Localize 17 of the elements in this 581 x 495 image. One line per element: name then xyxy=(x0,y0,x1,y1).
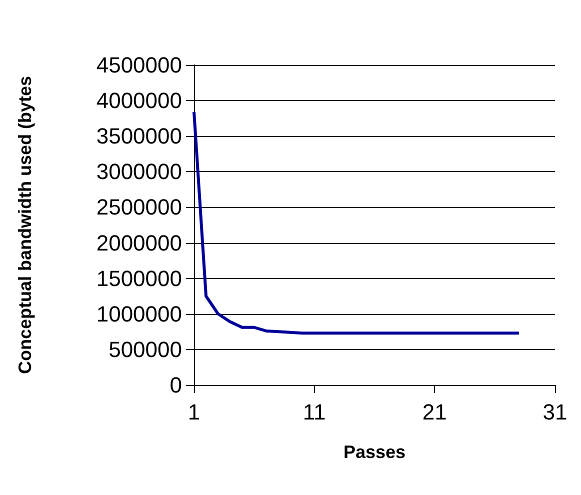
y-tick-label: 4500000 xyxy=(96,52,182,78)
y-tick-label: 3500000 xyxy=(96,124,182,149)
x-tick-label: 31 xyxy=(542,400,568,424)
x-axis-title: Passes xyxy=(343,442,406,462)
line-series xyxy=(192,110,520,335)
y-tick-label: 500000 xyxy=(108,336,182,362)
y-tick-label: 4000000 xyxy=(96,88,182,114)
x-tick-label: 1 xyxy=(188,400,200,424)
x-tick-label: 21 xyxy=(422,400,447,424)
y-tick-label: 0 xyxy=(170,372,182,398)
y-tick-label: 2500000 xyxy=(96,194,182,220)
y-axis-title: Conceptual bandwidth used (bytes xyxy=(15,76,35,374)
y-tick-label: 3000000 xyxy=(96,159,182,184)
x-tick-label: 11 xyxy=(302,400,326,424)
y-tick-label: 1500000 xyxy=(96,266,182,291)
y-tick-label: 2000000 xyxy=(96,230,182,256)
y-tick-label: 1000000 xyxy=(96,301,182,326)
